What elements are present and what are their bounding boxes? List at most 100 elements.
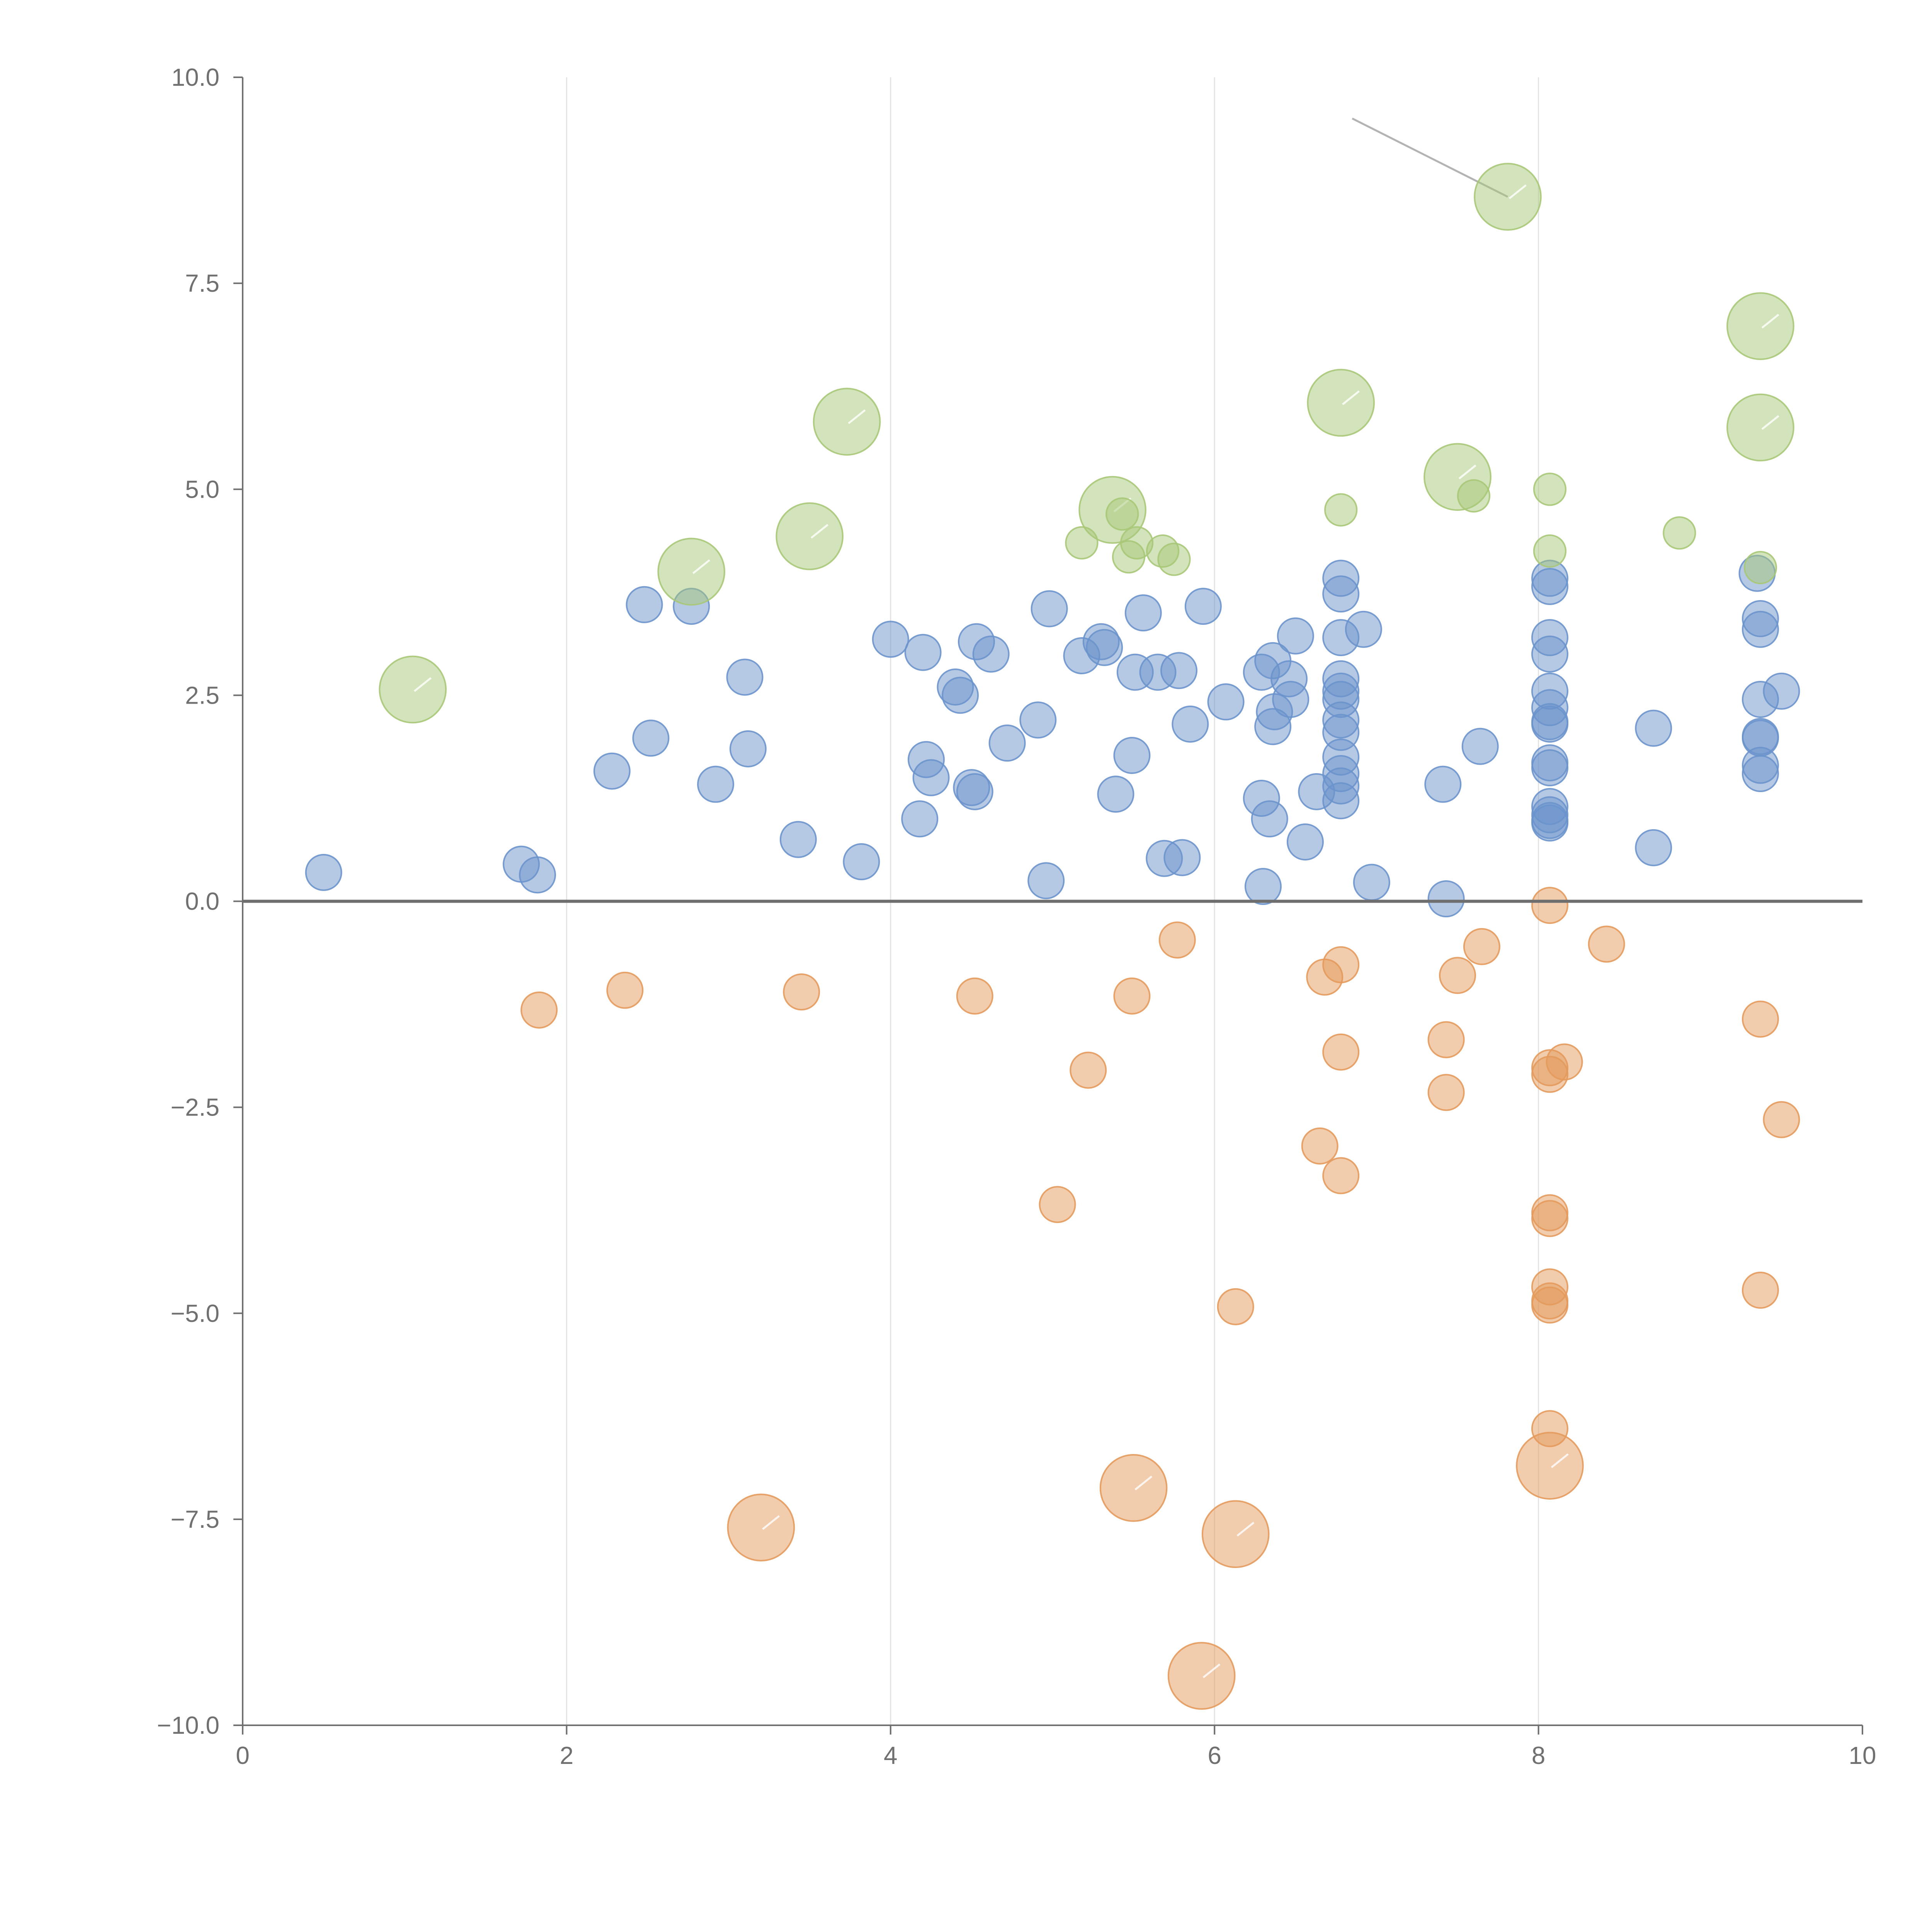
bubble-label-leader — [1236, 1522, 1255, 1537]
bubble-label-leader — [692, 559, 710, 574]
outlier-bubble — [657, 537, 726, 606]
negative-bubble — [1113, 977, 1151, 1015]
negative-bubble — [1099, 1454, 1168, 1522]
negative-bubble — [1070, 1051, 1107, 1089]
bubble-label-leader — [1134, 1475, 1153, 1491]
series-outlier — [379, 163, 1794, 724]
negative-bubble — [1463, 928, 1500, 965]
positive-bubble — [1531, 635, 1568, 673]
y-tick-label: 7.5 — [185, 269, 219, 297]
bubble-label-leader — [848, 409, 866, 424]
negative-bubble — [1742, 1000, 1779, 1038]
positive-bubble — [1322, 575, 1360, 613]
negative-bubble — [1039, 1186, 1076, 1223]
positive-bubble — [901, 800, 939, 838]
negative-bubble — [520, 991, 558, 1029]
series-positive — [305, 554, 1800, 918]
positive-bubble — [1124, 594, 1162, 632]
positive-bubble — [1742, 755, 1779, 792]
positive-bubble — [912, 759, 950, 796]
positive-bubble — [697, 765, 735, 803]
positive-bubble — [942, 677, 979, 714]
positive-bubble — [1635, 829, 1672, 866]
positive-bubble — [1097, 776, 1134, 813]
x-tick-label: 10 — [1849, 1742, 1876, 1769]
positive-bubble — [1345, 611, 1382, 648]
outlier-bubble — [1726, 292, 1794, 360]
negative-bubble — [1167, 1642, 1236, 1710]
positive-bubble — [1163, 839, 1201, 876]
y-tick-label: 2.5 — [185, 681, 219, 709]
positive-bubble — [872, 621, 909, 658]
outlier-bubble — [1663, 516, 1696, 550]
positive-bubble — [1531, 706, 1568, 743]
bubble-label-leader — [413, 677, 432, 692]
positive-bubble — [1184, 588, 1222, 625]
positive-bubble — [1251, 800, 1288, 838]
positive-bubble — [988, 724, 1026, 762]
negative-bubble — [1158, 921, 1196, 959]
positive-bubble — [843, 843, 880, 881]
negative-bubble — [1531, 1286, 1568, 1324]
negative-bubble — [1531, 887, 1568, 924]
x-tick-label: 2 — [560, 1742, 574, 1769]
positive-bubble — [1244, 868, 1282, 905]
y-tick-label: −5.0 — [171, 1299, 219, 1327]
positive-bubble — [972, 635, 1010, 673]
x-tick-label: 8 — [1532, 1742, 1546, 1769]
negative-bubble — [1531, 1200, 1568, 1237]
positive-bubble — [1424, 765, 1462, 803]
bubble-label-leader — [1509, 184, 1527, 199]
positive-bubble — [1427, 880, 1465, 918]
bubble-label-leader — [1342, 390, 1360, 405]
outlier-bubble — [1307, 369, 1375, 437]
positive-bubble — [1286, 823, 1324, 861]
outlier-bubble — [776, 502, 844, 570]
bubble-label-leader — [810, 524, 828, 539]
positive-bubble — [1322, 782, 1360, 820]
negative-bubble — [1427, 1021, 1465, 1058]
bubble-label-leader — [1761, 415, 1779, 430]
negative-bubble — [956, 977, 993, 1015]
positive-bubble — [1207, 683, 1245, 721]
positive-bubble — [632, 719, 670, 757]
bubble-label-leader — [1551, 1453, 1569, 1468]
positive-bubble — [1160, 652, 1197, 689]
positive-bubble — [904, 634, 942, 671]
positive-bubble — [956, 773, 993, 810]
positive-bubble — [1635, 709, 1672, 747]
negative-bubble — [1742, 1272, 1779, 1309]
outlier-bubble — [1474, 163, 1542, 231]
y-tick-label: −10.0 — [157, 1711, 219, 1739]
negative-bubble — [1546, 1043, 1583, 1081]
negative-bubble — [783, 973, 820, 1011]
bubble-label-leader — [1761, 314, 1779, 329]
outlier-bubble — [1533, 473, 1567, 506]
bubble-series — [305, 163, 1800, 1710]
positive-bubble — [1461, 728, 1499, 765]
negative-bubble — [606, 971, 644, 1009]
positive-bubble — [1027, 862, 1065, 900]
negative-bubble — [1322, 946, 1360, 983]
negative-bubble — [1427, 1074, 1465, 1111]
outlier-bubble — [1457, 479, 1491, 513]
x-axis-ticks: 0 2 4 6 8 10 — [236, 1725, 1876, 1769]
outlier-bubble — [1157, 543, 1191, 576]
series-negative — [520, 887, 1800, 1710]
positive-bubble — [729, 730, 767, 767]
positive-bubble — [1763, 672, 1800, 710]
positive-bubble — [593, 752, 631, 790]
x-tick-label: 4 — [884, 1742, 898, 1769]
outlier-bubble — [1324, 493, 1358, 527]
positive-bubble — [1353, 864, 1390, 901]
positive-bubble — [1531, 749, 1568, 787]
negative-bubble — [1301, 1127, 1338, 1165]
negative-bubble — [727, 1493, 795, 1562]
y-tick-label: −2.5 — [171, 1094, 219, 1121]
negative-bubble — [1201, 1500, 1270, 1568]
positive-bubble — [726, 658, 764, 696]
outlier-bubble — [379, 655, 447, 724]
positive-bubble — [1272, 681, 1310, 718]
y-tick-label: 5.0 — [185, 475, 219, 503]
